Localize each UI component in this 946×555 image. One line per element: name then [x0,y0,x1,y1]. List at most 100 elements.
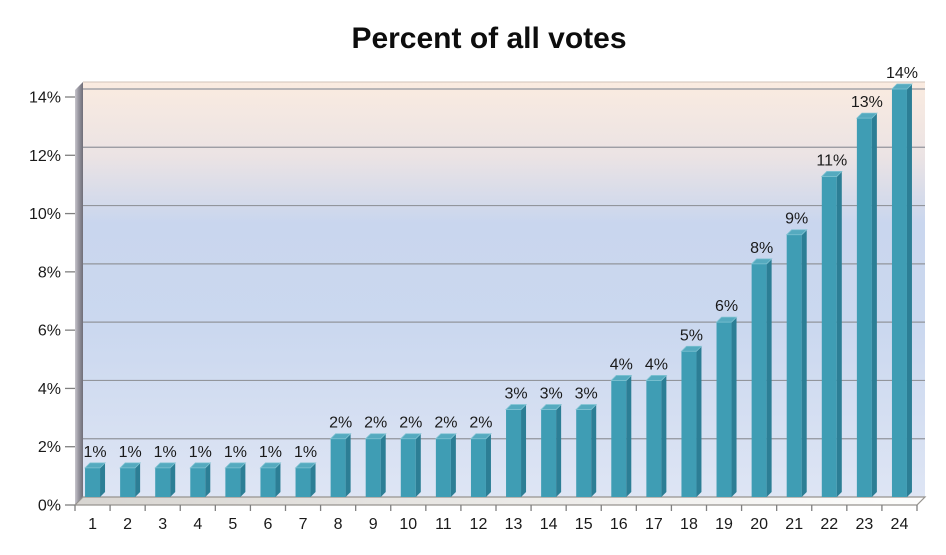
y-axis-label: 8% [38,264,61,281]
bar-value-label: 3% [575,386,598,403]
y-axis-label: 2% [38,439,61,456]
bar-side [380,433,386,497]
x-axis-label: 1 [88,516,97,533]
bar-value-label: 1% [154,444,177,461]
bar-side [240,462,246,497]
bar-side [310,462,316,497]
bar-value-label: 2% [469,415,492,432]
bar-value-label: 4% [610,356,633,373]
x-axis-label: 17 [645,516,663,533]
bar-value-label: 3% [540,386,563,403]
bar-value-label: 1% [189,444,212,461]
y-axis-label: 14% [29,90,61,107]
bar-top [469,433,492,440]
x-axis-label: 24 [891,516,909,533]
x-axis-label: 3 [158,516,167,533]
bar-side [591,404,597,497]
bar-12 [469,433,492,497]
bar-top [259,462,282,469]
bar-side [626,375,632,497]
bar-side [415,433,421,497]
bar-22 [820,171,843,497]
x-axis-label: 11 [435,516,452,533]
bar-10 [399,433,422,497]
bar-value-label: 2% [434,415,457,432]
side-wall [75,82,83,505]
bar-front [576,409,592,497]
bar-front [611,380,627,497]
y-axis-label: 6% [38,323,61,340]
bar-value-label: 1% [294,444,317,461]
bar-17 [645,375,668,497]
x-axis-label: 9 [369,516,378,533]
bar-value-label: 14% [886,65,918,82]
bar-value-label: 1% [224,444,247,461]
bar-top [294,462,317,469]
bar-side [661,375,667,497]
bar-top [434,433,457,440]
bar-5 [224,462,247,497]
y-axis-label: 10% [29,206,61,223]
bar-top [645,375,668,381]
bar-side [135,462,141,497]
x-axis-label: 2 [123,516,132,533]
bar-2 [119,462,142,497]
bar-8 [329,433,352,497]
bar-front [330,438,346,497]
bar-13 [505,404,528,497]
bar-side [170,462,176,497]
x-axis-label: 15 [575,516,593,533]
y-axis-label: 4% [38,381,61,398]
bar-front [120,467,136,497]
x-axis-label: 21 [785,516,803,533]
bar-side [871,113,877,498]
bar-9 [364,433,387,497]
bar-front [786,234,802,497]
bar-6 [259,462,282,497]
bar-front [400,438,416,497]
bar-value-label: 9% [785,211,808,228]
bar-11 [434,433,457,497]
floor [73,496,927,506]
bar-front [716,322,732,497]
bar-top [820,171,843,177]
bar-top [540,404,563,410]
bar-front [506,409,522,497]
bar-value-label: 8% [750,240,773,257]
x-axis-label: 20 [750,516,768,533]
bar-top [329,433,352,440]
bar-front [190,467,206,497]
bar-value-label: 11% [816,152,847,169]
bar-top [154,462,177,469]
bar-front [856,118,872,498]
bar-front [891,89,907,497]
x-axis-label: 7 [299,516,308,533]
bar-front [260,467,276,497]
bar-value-label: 4% [645,356,668,373]
bar-side [275,462,281,497]
bar-front [541,409,557,497]
bar-top [575,404,598,410]
bar-top [855,112,878,119]
plot-back-wall [83,82,925,497]
bar-top [364,433,387,440]
bar-3 [154,462,177,497]
bar-value-label: 1% [259,444,282,461]
bar-16 [610,375,633,497]
x-axis-label: 8 [334,516,343,533]
bar-top [119,462,142,469]
bar-top [224,462,247,469]
bar-top [680,345,703,352]
bar-value-label: 13% [851,94,883,111]
bar-side [485,433,491,497]
x-axis-label: 6 [264,516,273,533]
bar-top [715,316,738,323]
bar-side [521,404,527,497]
x-axis-label: 5 [228,516,237,533]
x-axis-label: 10 [399,516,417,533]
x-axis-label: 16 [610,516,628,533]
bar-top [399,433,422,440]
bar-value-label: 6% [715,298,738,315]
